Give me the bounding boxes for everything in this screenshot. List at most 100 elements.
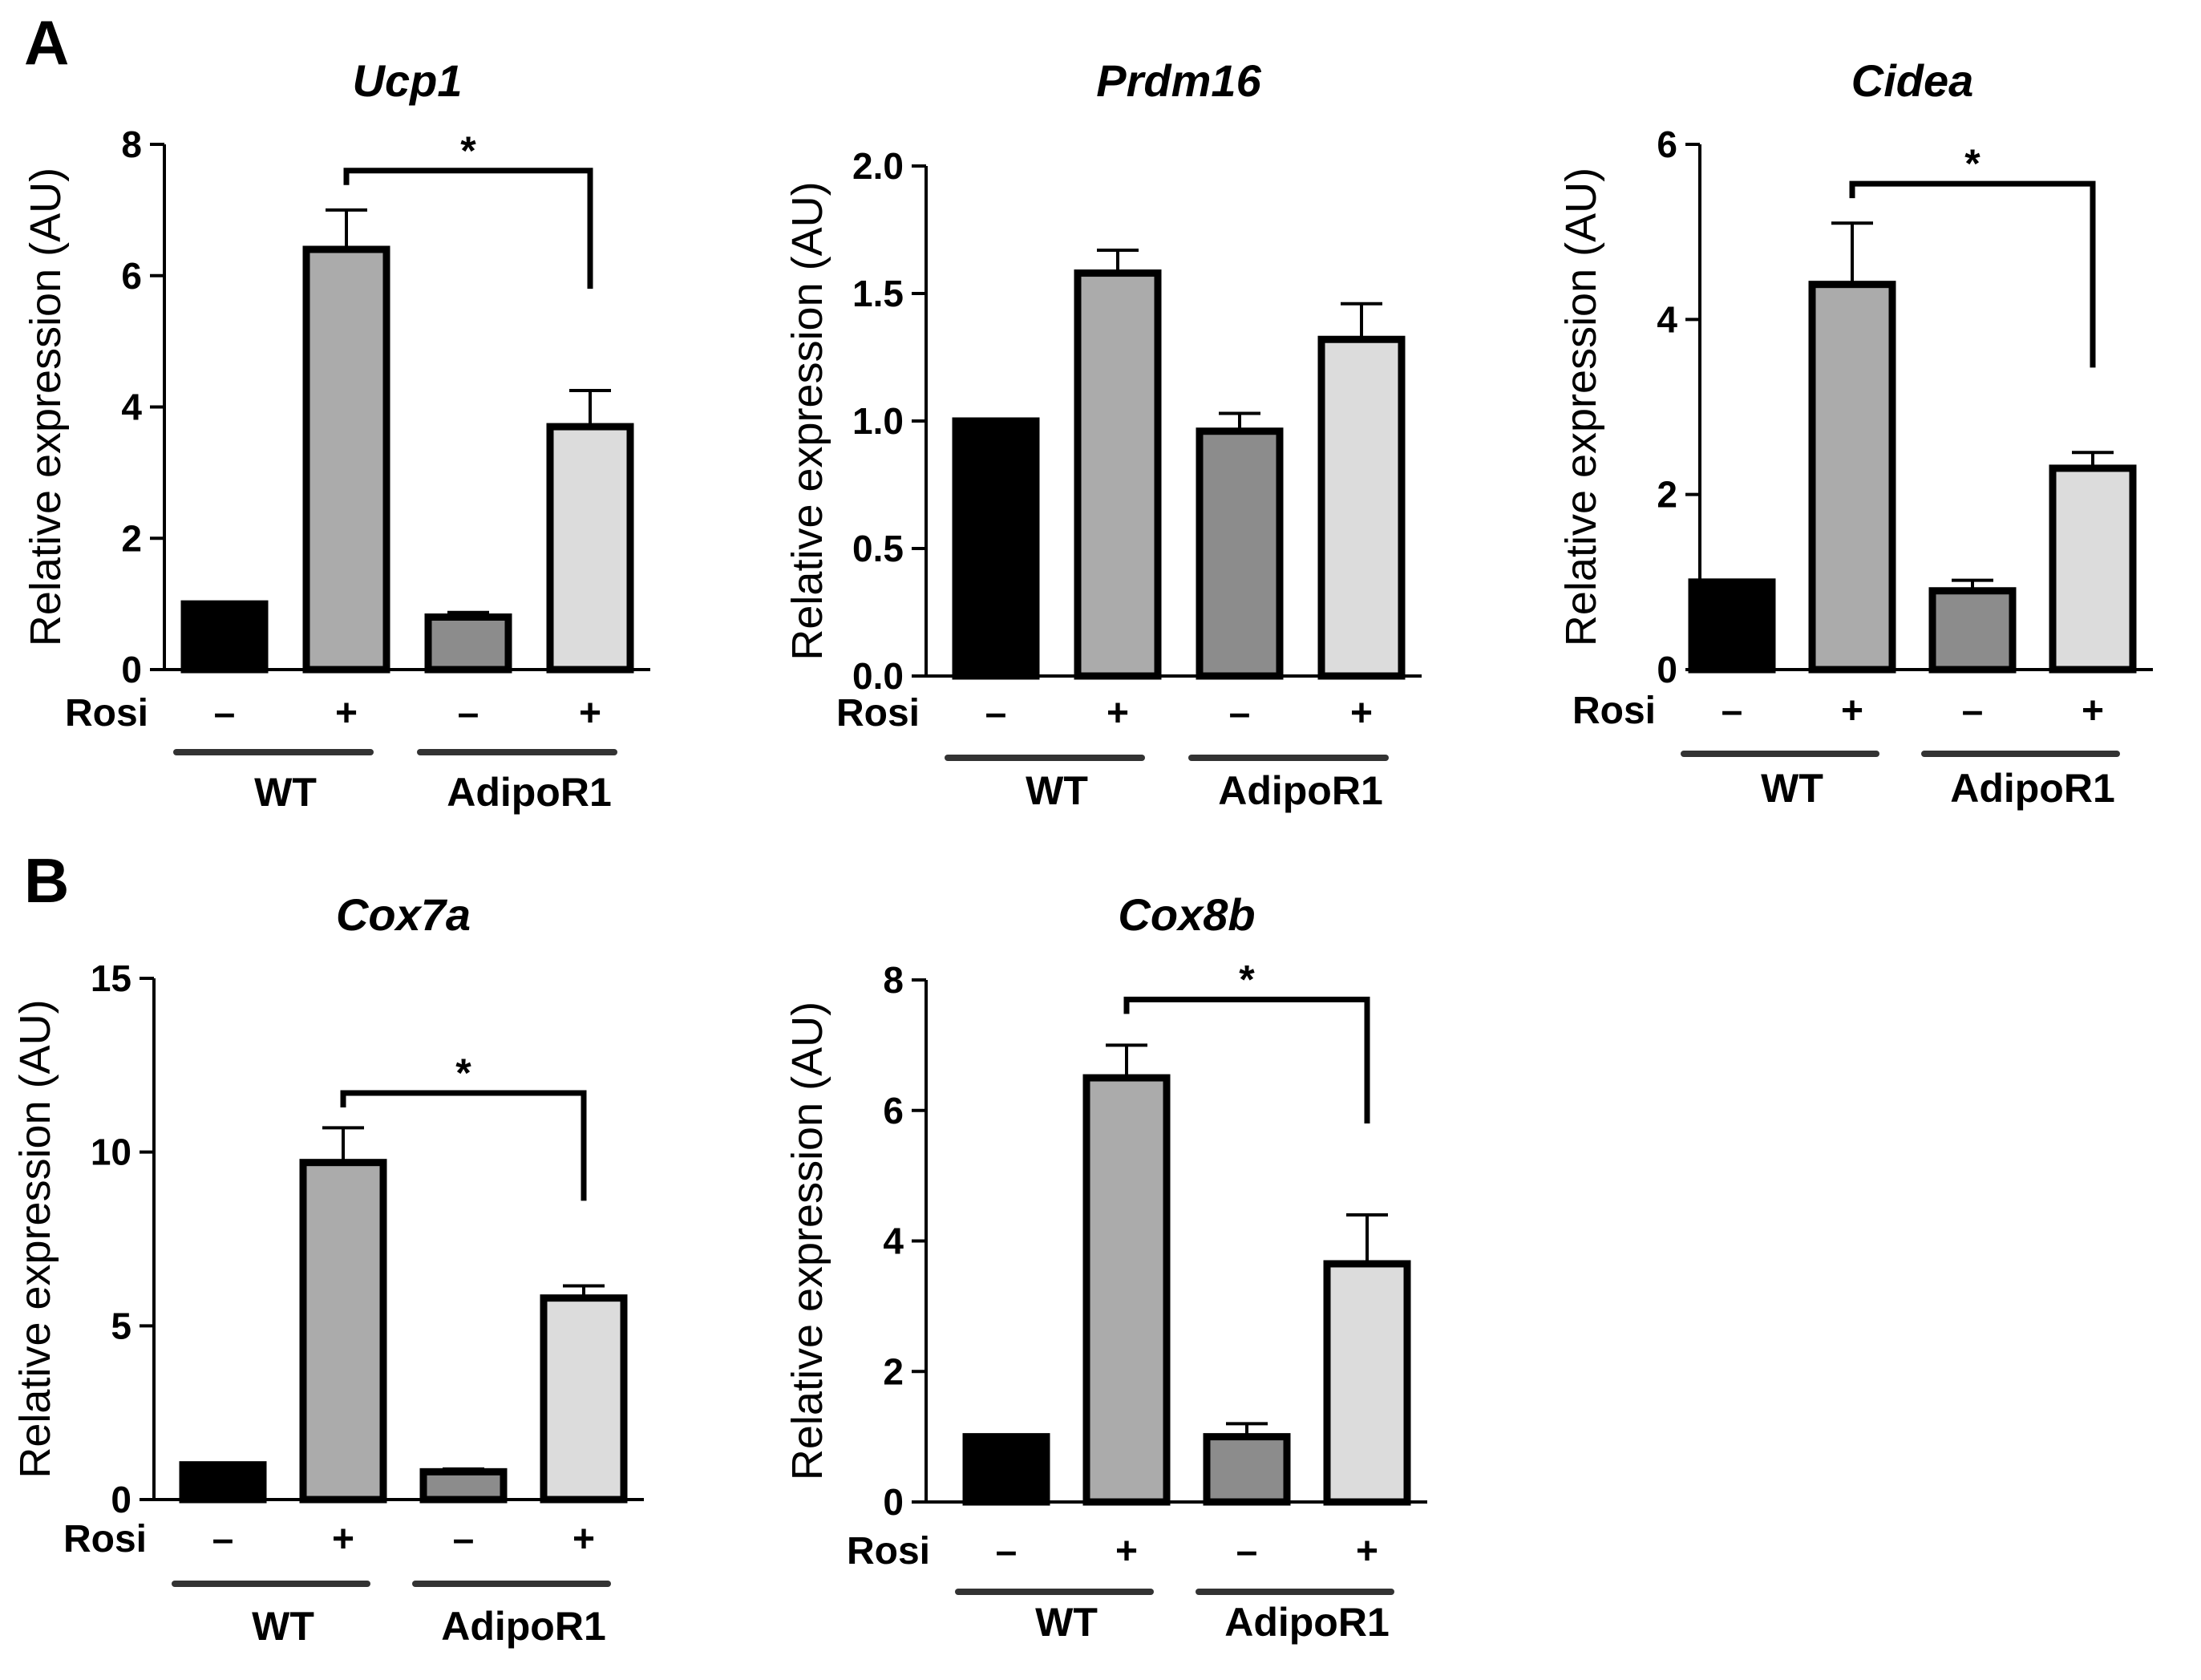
bar-wt-plus — [1074, 269, 1162, 680]
y-tick-label: 8 — [121, 123, 142, 165]
bar-wt-plus — [1082, 1074, 1171, 1506]
rosi-label: Rosi — [63, 1518, 147, 1561]
bar-adipor1- — [1196, 427, 1284, 680]
chart-title: Cidea — [1851, 55, 1974, 106]
chart-cidea: Cidea Relative expression (AU) 0 2 4 6 * Rosi – +… — [1557, 55, 2153, 811]
bar-wt- — [179, 1461, 267, 1504]
charts-container: Ucp1 Relative expression (AU) 0 2 4 6 8 * Rosi – +… — [11, 55, 2153, 1649]
bar-wt- — [180, 600, 269, 674]
condition-label: + — [1356, 1530, 1378, 1573]
y-tick-label: 4 — [1657, 298, 1677, 340]
y-tick-label: 2.0 — [852, 145, 904, 187]
y-tick-label: 5 — [111, 1305, 131, 1346]
rosi-label: Rosi — [836, 692, 920, 735]
y-tick-label: 1.5 — [852, 273, 904, 314]
y-tick-label: 6 — [883, 1090, 904, 1131]
chart-title: Cox8b — [1118, 889, 1255, 940]
condition-label: + — [1350, 692, 1373, 735]
y-tick-label: 8 — [883, 959, 904, 1001]
bar-wt-plus — [299, 1159, 387, 1504]
significance-label: * — [455, 1051, 471, 1095]
y-tick-label: 4 — [883, 1221, 904, 1262]
group-label-adipor1: AdipoR1 — [1218, 768, 1383, 813]
bar-adipor1-plus — [540, 1294, 628, 1504]
significance-label: * — [1239, 957, 1255, 1002]
condition-label: + — [573, 1518, 595, 1561]
condition-label: – — [1722, 690, 1743, 732]
condition-label: – — [458, 692, 479, 735]
rosi-label: Rosi — [65, 692, 148, 735]
significance-bracket — [1849, 180, 2096, 368]
condition-label: – — [1962, 690, 1984, 732]
group-label-adipor1: AdipoR1 — [447, 770, 612, 815]
rosi-label: Rosi — [1572, 690, 1656, 732]
condition-label: + — [1107, 692, 1129, 735]
significance-bracket — [1123, 996, 1370, 1124]
group-label-adipor1: AdipoR1 — [441, 1604, 606, 1649]
bar-wt-plus — [302, 245, 390, 674]
group-label-wt: WT — [252, 1604, 314, 1649]
y-tick-label: 0.0 — [852, 655, 904, 697]
group-label-wt: WT — [254, 770, 317, 815]
significance-bracket — [343, 168, 593, 289]
bar-adipor1- — [424, 613, 512, 674]
bar-adipor1-plus — [1323, 1260, 1411, 1506]
condition-label: – — [985, 692, 1007, 735]
chart-title: Prdm16 — [1096, 55, 1261, 106]
bar-wt- — [952, 417, 1040, 680]
y-tick-label: 0 — [121, 649, 142, 690]
chart-cox8b: Cox8b Relative expression (AU) 0 2 4 6 8 * Rosi –… — [783, 889, 1427, 1645]
y-tick-label: 6 — [1657, 123, 1677, 165]
y-tick-label: 10 — [91, 1131, 131, 1173]
y-axis-label: Relative expression (AU) — [22, 168, 70, 646]
panel-letter-b: B — [24, 845, 69, 916]
condition-label: + — [1115, 1530, 1138, 1573]
bar-wt-plus — [1808, 281, 1896, 674]
chart-cox7a: Cox7a Relative expression (AU) 0 5 10 15 * Rosi… — [11, 889, 644, 1649]
significance-label: * — [1964, 141, 1980, 186]
y-axis-label: Relative expression (AU) — [1557, 168, 1605, 646]
bar-adipor1-plus — [1317, 335, 1406, 680]
group-label-wt: WT — [1761, 766, 1823, 811]
y-tick-label: 1.0 — [852, 400, 904, 442]
bar-wt- — [1688, 578, 1776, 674]
chart-ucp1: Ucp1 Relative expression (AU) 0 2 4 6 8 * Rosi – +… — [22, 55, 650, 815]
bar-adipor1- — [1928, 587, 2017, 674]
y-tick-label: 0 — [883, 1481, 904, 1523]
bar-adipor1- — [419, 1467, 508, 1504]
bar-adipor1-plus — [546, 423, 634, 674]
condition-label: – — [1236, 1530, 1258, 1573]
panel-letter-a: A — [24, 7, 69, 78]
group-label-adipor1: AdipoR1 — [1950, 766, 2115, 811]
condition-label: + — [335, 692, 358, 735]
group-label-adipor1: AdipoR1 — [1224, 1600, 1390, 1645]
group-label-wt: WT — [1035, 1600, 1098, 1645]
y-axis-label: Relative expression (AU) — [783, 181, 831, 660]
y-tick-label: 0.5 — [852, 528, 904, 569]
condition-label: – — [1229, 692, 1251, 735]
condition-label: + — [2082, 690, 2104, 732]
y-tick-label: 2 — [121, 517, 142, 559]
rosi-label: Rosi — [847, 1530, 930, 1573]
y-axis-label: Relative expression (AU) — [11, 999, 59, 1478]
chart-title: Cox7a — [336, 889, 471, 940]
condition-label: – — [453, 1518, 475, 1561]
y-tick-label: 15 — [91, 957, 131, 999]
y-tick-label: 2 — [1657, 474, 1677, 516]
bar-adipor1- — [1203, 1433, 1291, 1506]
condition-label: + — [332, 1518, 354, 1561]
bar-adipor1-plus — [2049, 464, 2137, 674]
y-tick-label: 2 — [883, 1350, 904, 1392]
condition-label: – — [996, 1530, 1018, 1573]
bar-wt- — [962, 1433, 1050, 1506]
condition-label: – — [214, 692, 236, 735]
y-tick-label: 0 — [111, 1479, 131, 1520]
condition-label: – — [212, 1518, 234, 1561]
group-label-wt: WT — [1026, 768, 1088, 813]
chart-prdm16: Prdm16 Relative expression (AU) 0.0 0.5 1.0 1… — [783, 55, 1422, 813]
y-tick-label: 4 — [121, 387, 142, 428]
significance-bracket — [340, 1090, 587, 1201]
chart-title: Ucp1 — [353, 55, 463, 106]
significance-label: * — [460, 128, 476, 173]
